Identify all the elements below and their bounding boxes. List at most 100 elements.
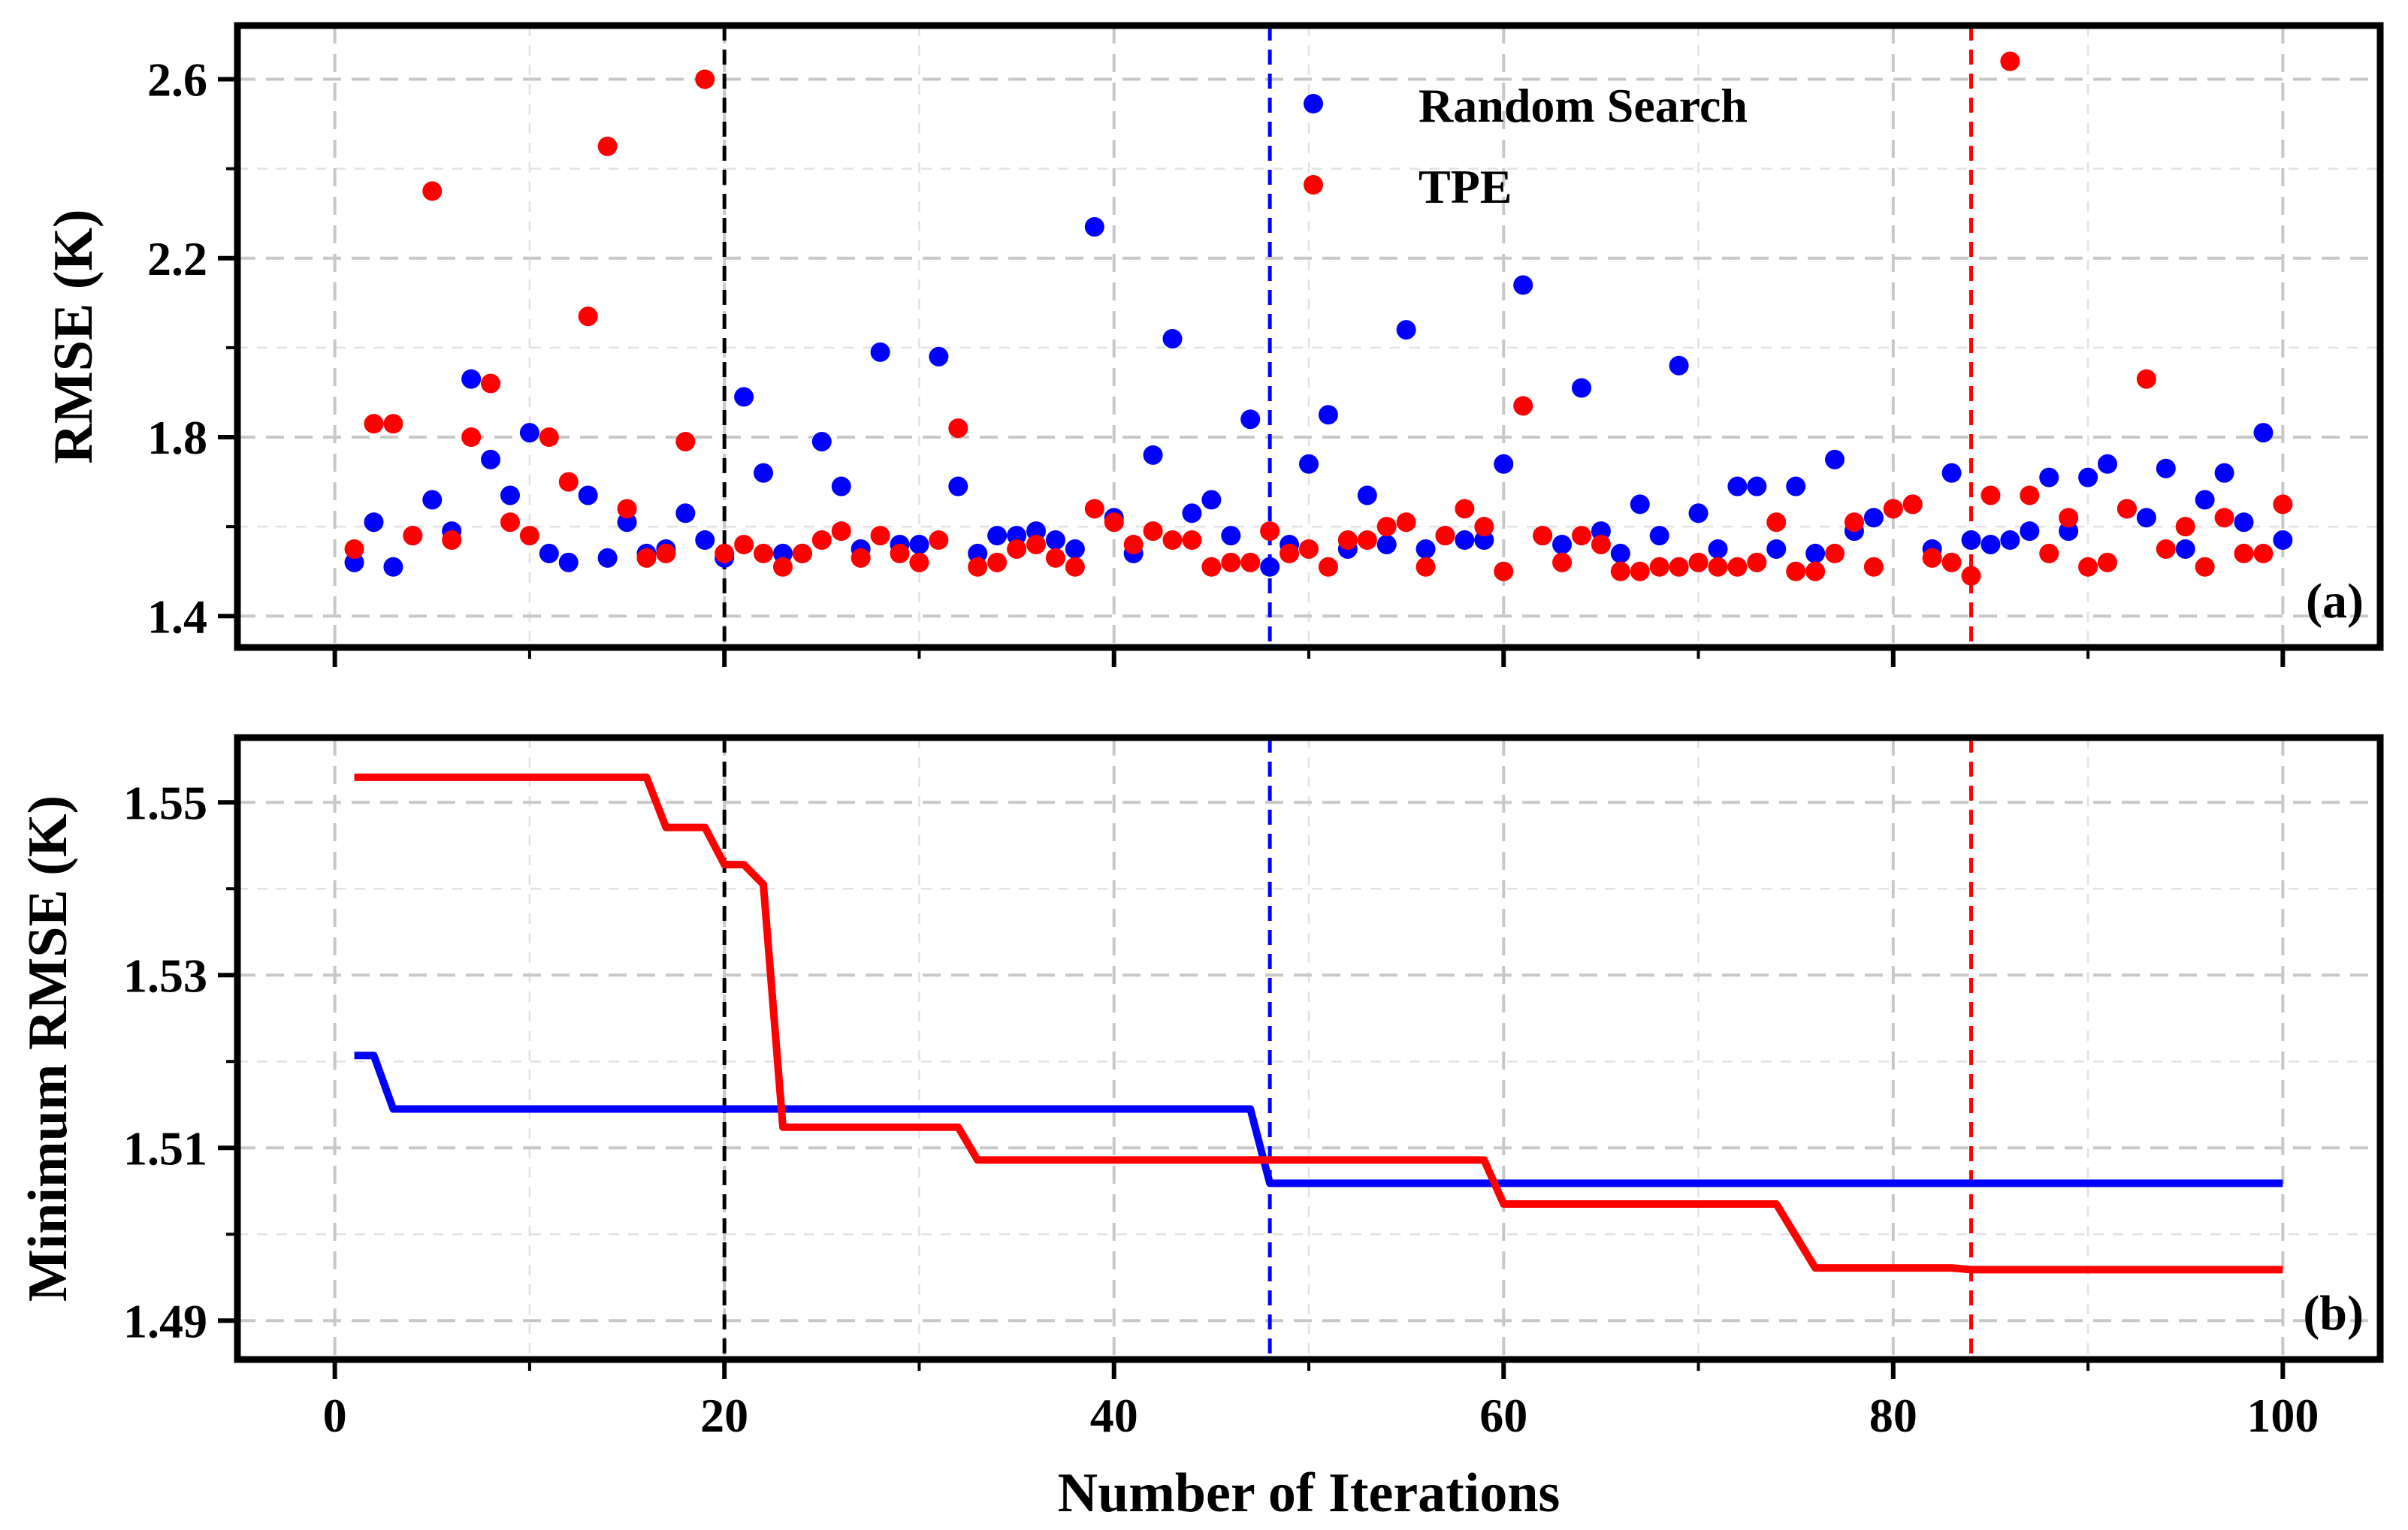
tpe-point [656,543,676,563]
tpe-point [831,521,851,542]
tpe-point [772,557,793,577]
random-search-point [2039,467,2059,487]
random-search-point [1727,476,1748,496]
random-search-point [1513,275,1533,295]
tpe-point [1182,530,1202,551]
tpe-point [1123,534,1144,554]
panel-a-ylabel: RMSE (K) [43,209,104,463]
legend-tpe-marker [1304,175,1323,195]
tpe-point [715,543,735,563]
panel-a-points [344,51,2293,586]
tpe-point [1669,557,1689,577]
random-search-point [1688,503,1709,524]
tpe-point [558,472,579,492]
tpe-point [754,543,774,563]
random-search-point [734,387,754,407]
random-search-point [2156,458,2176,478]
tpe-point [1961,566,1981,586]
tpe-point [1474,517,1494,537]
tpe-point [2116,499,2137,519]
tpe-point [695,69,715,89]
tpe-point [2156,539,2176,559]
tpe-point [442,530,462,551]
tpe-point [1337,530,1358,551]
tpe-point [2078,557,2098,577]
random-search-point [2020,521,2040,542]
tpe-point [909,552,929,572]
tpe-point [851,548,871,568]
random-search-point [1026,521,1047,542]
random-search-point [597,548,618,568]
tpe-point [1844,512,1864,533]
tpe-point [344,539,364,559]
random-search-point [500,485,520,505]
x-tick-label: 40 [1090,1389,1138,1442]
random-search-point [2000,530,2020,551]
tpe-point [1415,557,1436,577]
tpe-point [1007,539,1027,559]
random-search-point [2059,521,2079,542]
tpe-point [1766,512,1787,533]
tpe-point [1084,499,1104,519]
legend-random-search-label: Random Search [1419,79,1748,132]
tpe-point [1357,530,1377,551]
tpe-point [1494,561,1514,581]
tpe-point [1571,526,1591,546]
random-search-point [1630,494,1650,515]
tpe-point [929,530,949,551]
tpe-point [617,499,637,519]
tpe-point [1045,548,1065,568]
x-tick-label: 0 [323,1389,347,1442]
panel-b-tag: (b) [2303,1286,2364,1341]
tpe-point [1435,526,1455,546]
random-search-point [870,342,890,362]
tpe-point [1649,557,1669,577]
y-tick-label: 1.8 [147,411,207,464]
random-search-point [1708,539,1728,559]
random-search-point [2234,512,2254,533]
tpe-point [519,526,539,546]
panel-b-grid [237,738,2380,1359]
tpe-point [1863,557,1884,577]
random-search-point [1084,217,1104,237]
tpe-point [1280,543,1300,563]
tpe-point [1240,552,1261,572]
tpe-point [1980,485,2001,505]
random-search-point [578,485,598,505]
panel-a: 1.4 1.8 2.2 2.6 RMSE (K) (a) Random Search … [43,22,2384,667]
random-search-point [2175,539,2195,559]
x-tick-label: 80 [1869,1389,1917,1442]
tpe-point [481,373,501,394]
random-search-point [1065,539,1085,559]
tpe-point [2059,508,2079,528]
tpe-point [2234,543,2254,563]
tpe-point [2039,543,2059,563]
tpe-point [1299,539,1319,559]
x-tick-label: 60 [1479,1389,1527,1442]
random-search-point [1221,526,1241,546]
panel-b-ticks: 0 20 40 60 80 100 1.49 1.51 1.53 1.55 [123,776,2319,1442]
tpe-point [792,543,812,563]
tpe-point [2175,517,2195,537]
tpe-point [1104,512,1124,533]
tpe-point [364,414,384,434]
random-search-point [2273,530,2293,551]
legend: Random Search TPE [1304,79,1748,213]
legend-tpe-label: TPE [1419,160,1512,213]
tpe-point [1805,561,1826,581]
random-search-point [2098,454,2118,474]
random-search-point [987,526,1008,546]
random-search-point [1747,476,1767,496]
random-search-point [968,543,988,563]
y-tick-label: 2.2 [147,232,207,285]
random-search-point [1376,534,1397,554]
random-search-point [1825,449,1845,469]
random-search-point [948,476,968,496]
tpe-point [1552,552,1573,572]
random-search-point [754,463,774,483]
tpe-point [1533,526,1553,546]
random-search-point [1474,530,1494,551]
tpe-point [1026,534,1047,554]
tpe-point [1376,517,1397,537]
random-search-point [1143,445,1163,465]
